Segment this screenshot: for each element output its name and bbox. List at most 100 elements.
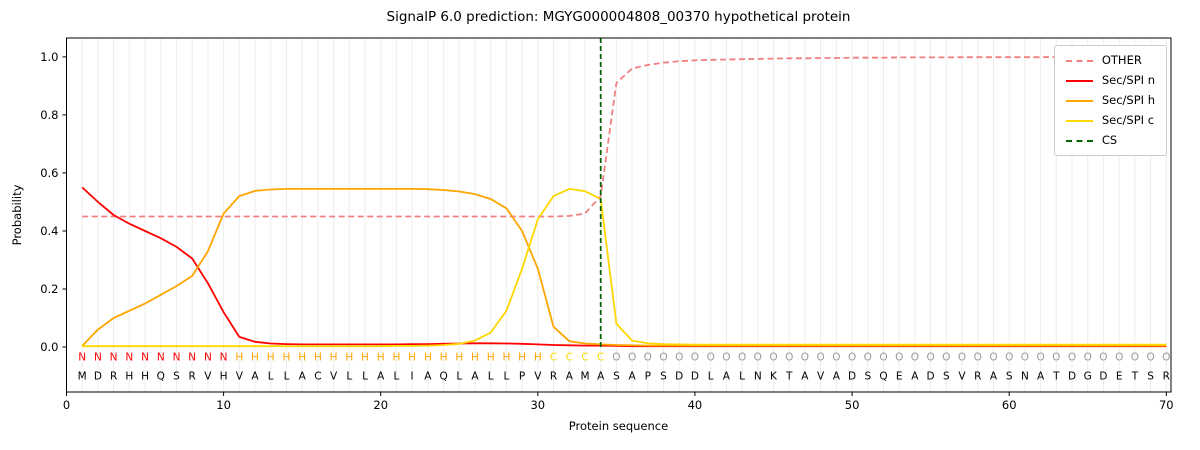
svg-text:20: 20 <box>373 398 388 412</box>
svg-text:O: O <box>1146 352 1154 364</box>
legend-item-sec-spi-h: Sec/SPI h <box>1065 93 1155 107</box>
svg-text:O: O <box>707 352 715 364</box>
svg-text:H: H <box>424 352 432 364</box>
svg-text:N: N <box>1021 371 1029 383</box>
legend-label-sec-spi-h: Sec/SPI h <box>1101 93 1155 107</box>
svg-text:O: O <box>785 352 793 364</box>
svg-text:0.8: 0.8 <box>40 108 58 122</box>
svg-text:O: O <box>974 352 982 364</box>
svg-text:O: O <box>1084 352 1092 364</box>
svg-text:S: S <box>864 371 871 383</box>
svg-text:S: S <box>1006 371 1013 383</box>
y-ticks: 0.0 0.2 0.4 0.6 0.8 1.0 <box>40 50 67 354</box>
svg-text:N: N <box>141 352 149 364</box>
svg-text:O: O <box>1005 352 1013 364</box>
svg-text:N: N <box>94 352 102 364</box>
series-line-sec-spi-h <box>81 187 1167 347</box>
svg-text:A: A <box>566 371 574 383</box>
svg-text:N: N <box>110 352 118 364</box>
svg-text:H: H <box>455 352 463 364</box>
svg-text:O: O <box>691 352 699 364</box>
svg-text:H: H <box>534 352 542 364</box>
svg-text:S: S <box>943 371 950 383</box>
svg-text:L: L <box>708 371 714 383</box>
svg-text:H: H <box>330 352 338 364</box>
svg-text:H: H <box>471 352 479 364</box>
svg-text:10: 10 <box>216 398 231 412</box>
svg-text:T: T <box>1131 371 1139 383</box>
svg-text:H: H <box>502 352 510 364</box>
svg-text:O: O <box>816 352 824 364</box>
svg-text:D: D <box>94 371 102 383</box>
svg-text:O: O <box>1162 352 1170 364</box>
svg-text:N: N <box>125 352 133 364</box>
svg-text:H: H <box>251 352 259 364</box>
svg-text:N: N <box>173 352 181 364</box>
legend-label-sec-spi-n: Sec/SPI n <box>1101 73 1155 87</box>
svg-text:L: L <box>268 371 274 383</box>
series-line-other <box>82 56 1167 218</box>
svg-text:H: H <box>518 352 526 364</box>
svg-text:A: A <box>723 371 731 383</box>
svg-text:H: H <box>361 352 369 364</box>
svg-text:O: O <box>675 352 683 364</box>
svg-text:A: A <box>801 371 809 383</box>
svg-text:O: O <box>848 352 856 364</box>
legend-label-other: OTHER <box>1101 53 1142 67</box>
legend-line-sample-cs <box>1065 139 1093 142</box>
svg-text:N: N <box>78 352 86 364</box>
legend-line-sample-other <box>1065 59 1093 62</box>
svg-text:Q: Q <box>439 371 447 383</box>
svg-text:60: 60 <box>1002 398 1017 412</box>
plot-border <box>66 37 1172 393</box>
svg-text:G: G <box>1084 371 1092 383</box>
svg-text:V: V <box>330 371 338 383</box>
svg-text:O: O <box>1021 352 1029 364</box>
svg-text:O: O <box>1099 352 1107 364</box>
svg-text:V: V <box>817 371 825 383</box>
svg-text:O: O <box>1115 352 1123 364</box>
series-lines <box>81 56 1167 348</box>
svg-text:H: H <box>125 371 133 383</box>
svg-text:S: S <box>613 371 620 383</box>
svg-text:R: R <box>189 371 196 383</box>
svg-text:E: E <box>896 371 903 383</box>
svg-text:O: O <box>989 352 997 364</box>
svg-text:P: P <box>519 371 525 383</box>
legend-item-other: OTHER <box>1065 53 1155 67</box>
svg-text:O: O <box>911 352 919 364</box>
svg-text:R: R <box>550 371 557 383</box>
svg-text:O: O <box>958 352 966 364</box>
svg-text:M: M <box>78 371 87 383</box>
legend-item-sec-spi-c: Sec/SPI c <box>1065 114 1155 127</box>
svg-text:K: K <box>770 371 778 383</box>
svg-text:L: L <box>346 371 352 383</box>
svg-text:O: O <box>926 352 934 364</box>
svg-text:L: L <box>362 371 368 383</box>
svg-text:T: T <box>1052 371 1060 383</box>
legend-label-cs: CS <box>1101 133 1118 147</box>
svg-text:O: O <box>879 352 887 364</box>
svg-text:A: A <box>299 371 307 383</box>
svg-text:C: C <box>550 352 557 364</box>
svg-text:C: C <box>566 352 573 364</box>
svg-text:A: A <box>597 371 605 383</box>
svg-text:O: O <box>864 352 872 364</box>
svg-text:O: O <box>659 352 667 364</box>
svg-text:A: A <box>251 371 259 383</box>
svg-text:O: O <box>895 352 903 364</box>
svg-text:V: V <box>958 371 966 383</box>
svg-text:R: R <box>1163 371 1170 383</box>
svg-text:1.0: 1.0 <box>40 50 58 64</box>
svg-text:O: O <box>1036 352 1044 364</box>
legend-item-sec-spi-n: Sec/SPI n <box>1065 73 1155 87</box>
svg-text:S: S <box>660 371 667 383</box>
svg-text:M: M <box>580 371 589 383</box>
series-line-sec-spi-n <box>81 186 1167 348</box>
svg-text:0.6: 0.6 <box>40 166 58 180</box>
svg-text:30: 30 <box>530 398 545 412</box>
svg-text:A: A <box>833 371 841 383</box>
svg-text:0: 0 <box>63 398 70 412</box>
